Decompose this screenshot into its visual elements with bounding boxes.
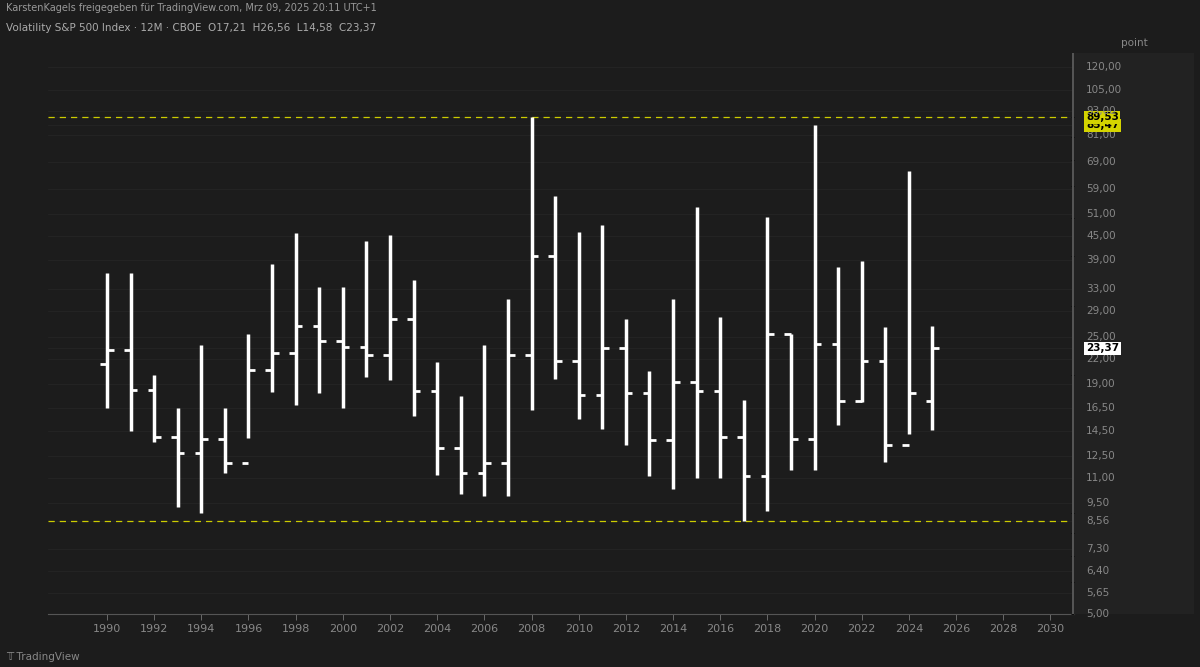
Text: 23,37: 23,37 — [1086, 344, 1120, 354]
Text: 25,00: 25,00 — [1086, 332, 1116, 342]
Text: 22,00: 22,00 — [1086, 354, 1116, 364]
Text: 8,56: 8,56 — [1086, 516, 1109, 526]
Text: 93,00: 93,00 — [1086, 106, 1116, 116]
Text: 12,50: 12,50 — [1086, 451, 1116, 461]
Text: 89,53: 89,53 — [1086, 113, 1118, 123]
Text: 9,50: 9,50 — [1086, 498, 1109, 508]
Text: 5,00: 5,00 — [1086, 609, 1109, 618]
Text: 29,00: 29,00 — [1086, 306, 1116, 316]
Text: 39,00: 39,00 — [1086, 255, 1116, 265]
Text: 7,30: 7,30 — [1086, 544, 1109, 554]
Text: 85,47: 85,47 — [1086, 121, 1120, 131]
Text: 81,00: 81,00 — [1086, 129, 1116, 139]
Text: 33,00: 33,00 — [1086, 284, 1116, 294]
Text: 5,65: 5,65 — [1086, 588, 1109, 598]
Text: 45,00: 45,00 — [1086, 231, 1116, 241]
Text: 6,40: 6,40 — [1086, 566, 1109, 576]
Text: 105,00: 105,00 — [1086, 85, 1122, 95]
Text: KarstenKagels freigegeben für TradingView.com, Mrz 09, 2025 20:11 UTC+1: KarstenKagels freigegeben für TradingVie… — [6, 3, 377, 13]
Text: point: point — [1121, 38, 1147, 48]
Text: 51,00: 51,00 — [1086, 209, 1116, 219]
Text: 𝕋 TradingView: 𝕋 TradingView — [6, 652, 79, 662]
Text: 19,00: 19,00 — [1086, 379, 1116, 389]
Text: 69,00: 69,00 — [1086, 157, 1116, 167]
Text: 16,50: 16,50 — [1086, 404, 1116, 414]
Text: Volatility S&P 500 Index · 12M · CBOE  O17,21  H26,56  L14,58  C23,37: Volatility S&P 500 Index · 12M · CBOE O1… — [6, 23, 376, 33]
Text: 59,00: 59,00 — [1086, 184, 1116, 194]
Text: 14,50: 14,50 — [1086, 426, 1116, 436]
Text: 11,00: 11,00 — [1086, 473, 1116, 483]
Text: 120,00: 120,00 — [1086, 62, 1122, 72]
